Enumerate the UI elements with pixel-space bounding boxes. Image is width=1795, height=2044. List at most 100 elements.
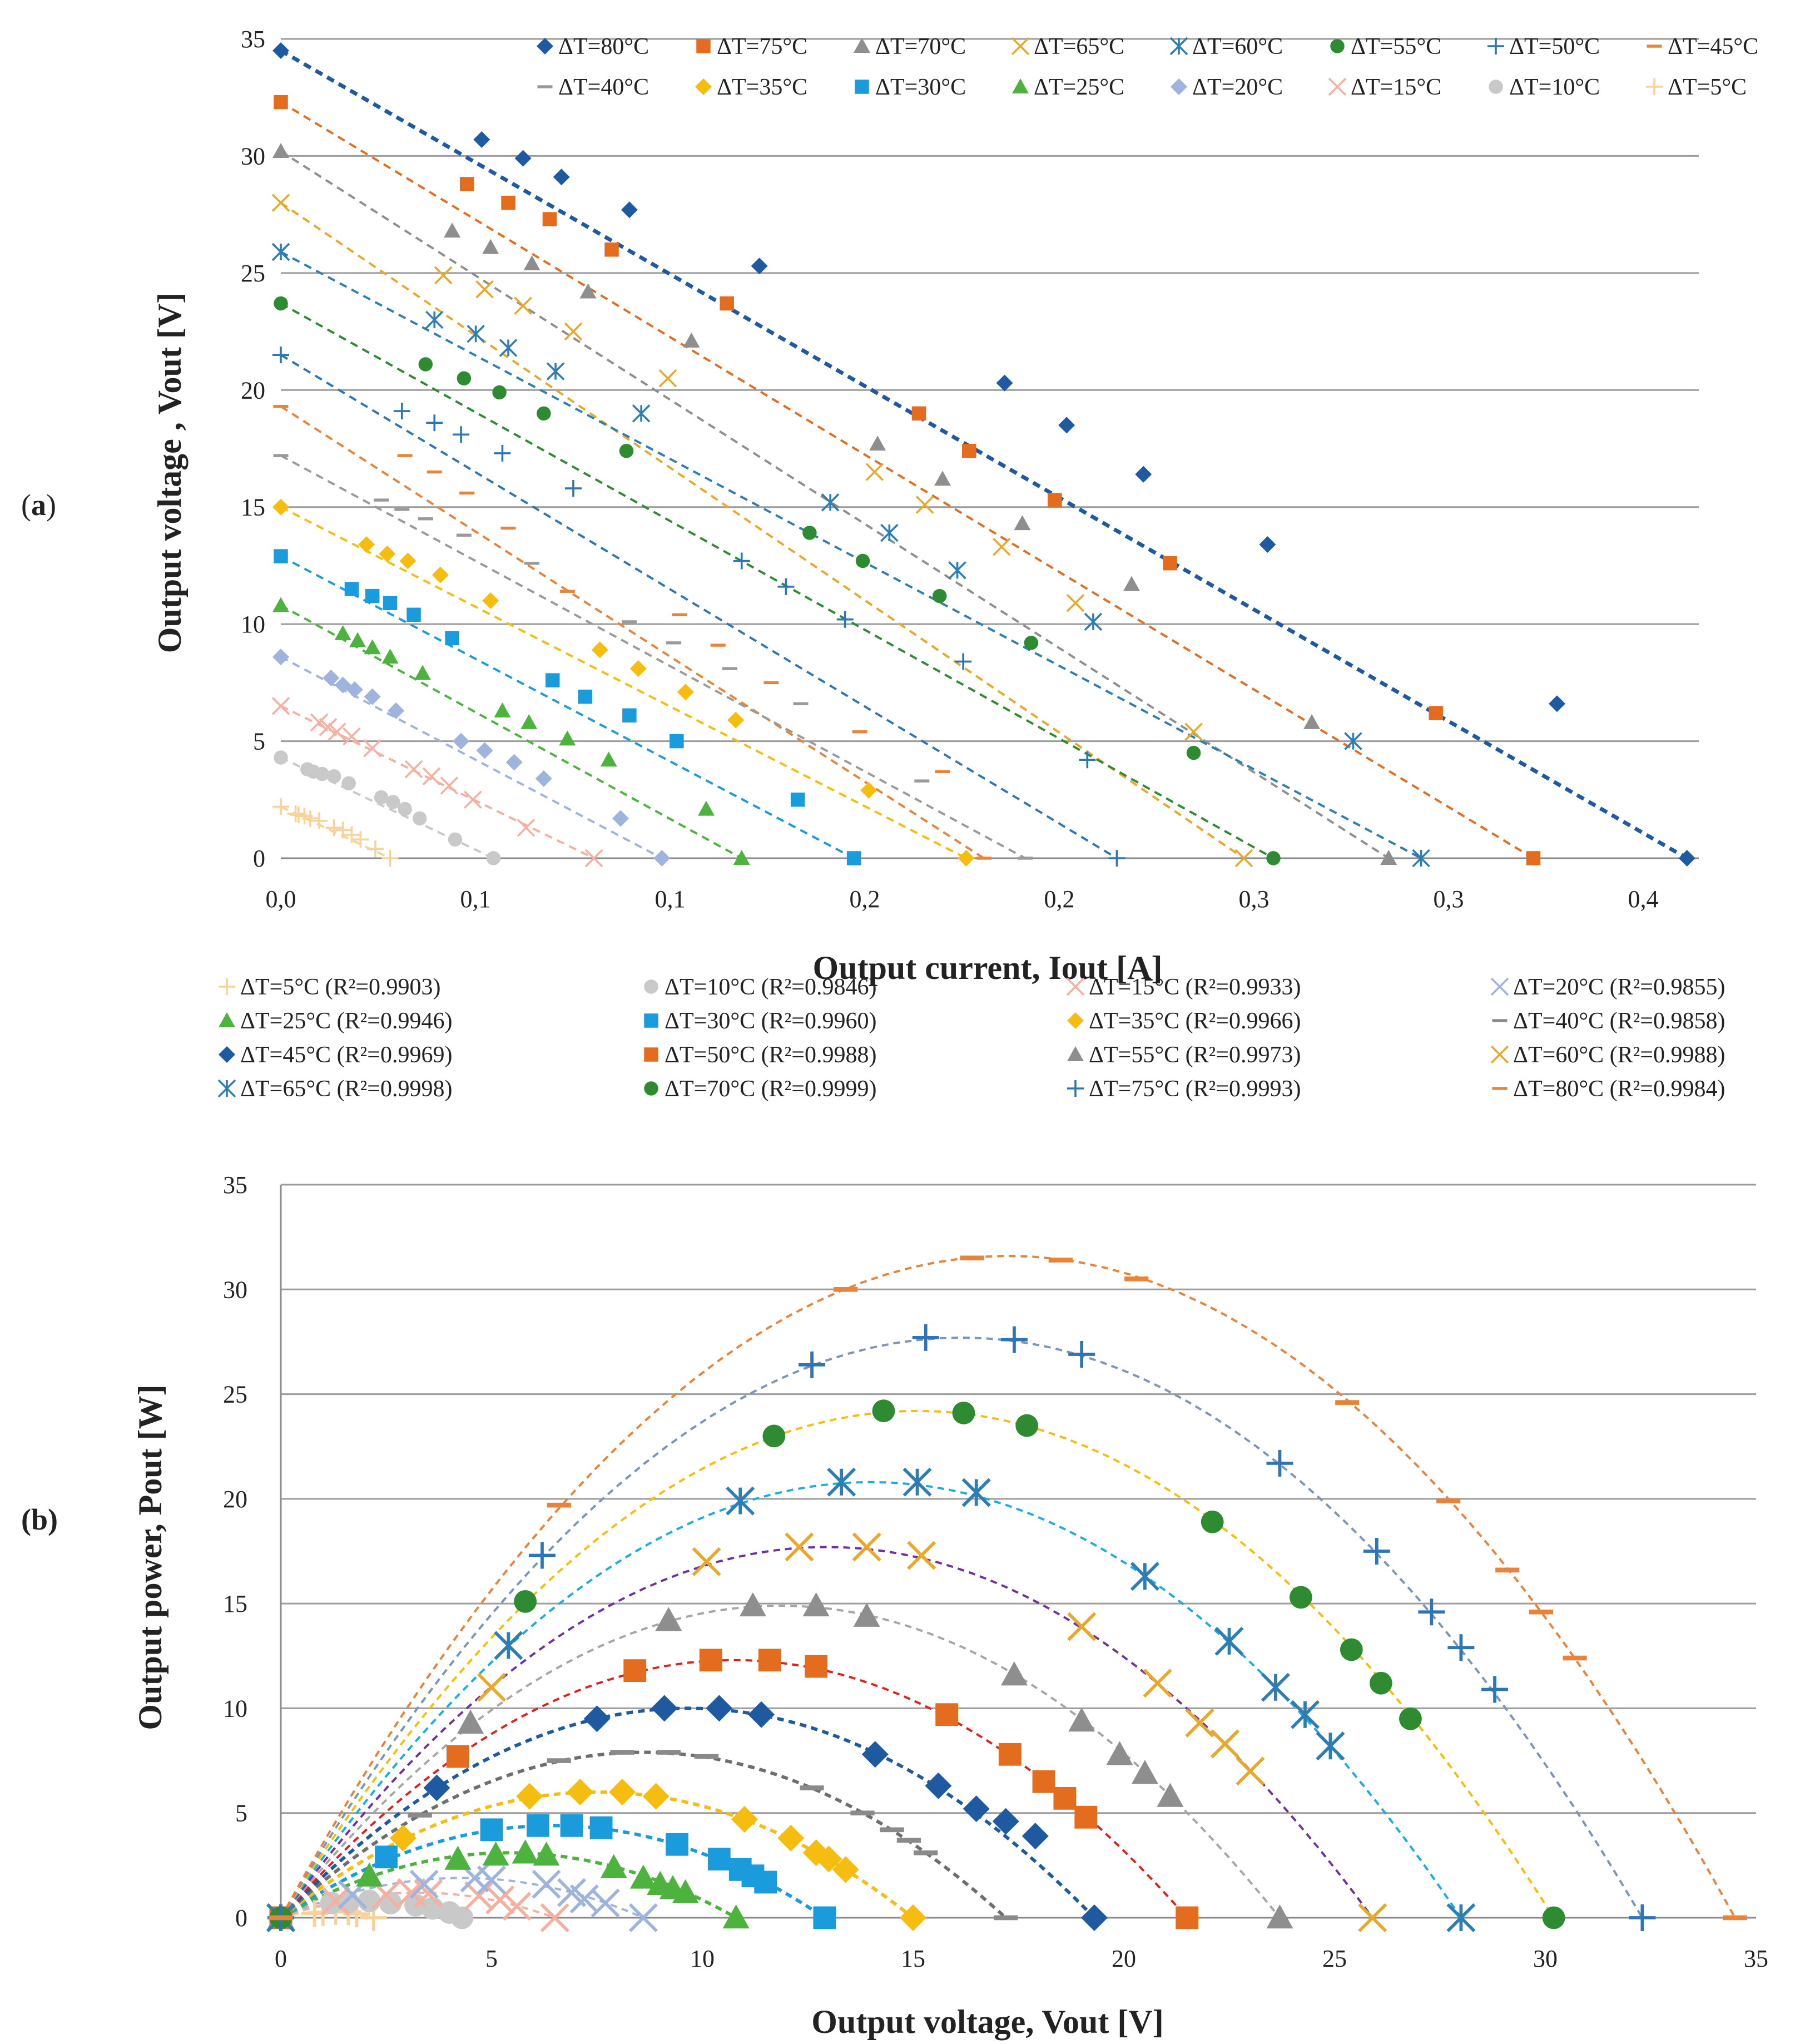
chart-b-legend-marker: [1490, 1045, 1509, 1064]
chart-b-point-dt-45c-r-0-9969: [1022, 1823, 1049, 1850]
chart-a-point-dt-80c: [1259, 536, 1276, 553]
chart-b-point-dt-55c-r-0-9973: [1157, 1783, 1184, 1807]
chart-b-point-dt-70c-r-0-9999: [1542, 1906, 1565, 1929]
chart-b-point-dt-50c-r-0-9988: [1074, 1805, 1098, 1829]
chart-b-point-dt-80c-r-0-9984: [1048, 1258, 1073, 1263]
chart-b-legend-label: ΔT=45°C (R²=0.9969): [240, 1042, 452, 1068]
chart-a-point-dt-10c: [486, 851, 501, 865]
chart-a-point-dt-55c: [1266, 851, 1281, 865]
chart-a-tick-labels: 0 5 10 15 20 25 30 35 0,0 0,1 0,1 0,2 0,2 0,3 0,3 0,4: [241, 26, 1659, 913]
chart-a-point-dt-15c: [363, 739, 381, 758]
chart-b-legend-label: ΔT=25°C (R²=0.9946): [240, 1008, 452, 1034]
chart-b-legend-item: ΔT=55°C (R²=0.9973): [1067, 1042, 1301, 1068]
chart-b-y-axis-title: Output power, Pout [W]: [132, 1384, 168, 1730]
chart-a-point-dt-15c: [310, 713, 329, 732]
chart-a-point-dt-80c: [996, 374, 1013, 392]
chart-a-point-dt-50c: [1079, 751, 1096, 769]
chart-a-x-axis-title: Output current, Iout [A]: [813, 949, 1163, 986]
chart-a-legend-item: ΔT=40°C: [537, 75, 649, 100]
chart-a-y-tick-label: 10: [241, 611, 265, 638]
chart-a-legend-item: ΔT=35°C: [695, 75, 807, 100]
chart-a-legend-label: ΔT=40°C: [558, 75, 649, 100]
chart-b-point-dt-40c-r-0-9858: [610, 1750, 634, 1755]
chart-a-point-dt-65c: [475, 280, 494, 299]
chart-b-legend-item: ΔT=75°C (R²=0.9993): [1067, 1076, 1301, 1102]
chart-a-point-dt-30c: [344, 582, 359, 596]
chart-b-point-dt-65c-r-0-9998: [827, 1467, 856, 1497]
chart-b-legend-item: ΔT=15°C (R²=0.9933): [1066, 974, 1301, 1000]
chart-b-legend-label: ΔT=10°C (R²=0.9846): [665, 974, 876, 1000]
chart-b-point-dt-30c-r-0-9960: [560, 1814, 583, 1837]
chart-a-point-dt-65c: [865, 463, 884, 481]
chart-a-point-dt-30c: [790, 793, 805, 807]
chart-a-trendline-dt-40c: [280, 454, 1026, 859]
chart-b-point-dt-65c-r-0-9998: [1130, 1562, 1159, 1591]
chart-a-point-dt-50c: [453, 426, 470, 443]
chart-a-point-dt-5c: [302, 810, 319, 827]
chart-a-legend-marker: [1646, 78, 1663, 95]
chart-b-point-dt-60c-r-0-9988: [1067, 1612, 1097, 1641]
chart-b-point-dt-15c-r-0-9933: [321, 1886, 350, 1916]
chart-a-point-dt-45c: [500, 526, 516, 530]
chart-b-legend-label: ΔT=35°C (R²=0.9966): [1089, 1008, 1301, 1034]
chart-a-legend-marker: [1012, 78, 1029, 93]
chart-a-point-dt-35c: [272, 498, 289, 516]
chart-a-point-dt-20c: [323, 669, 340, 686]
chart-b-legend-label: ΔT=65°C (R²=0.9998): [240, 1076, 452, 1102]
chart-b-point-dt-40c-r-0-9858: [850, 1810, 875, 1816]
chart-a-point-dt-65c: [1234, 849, 1253, 868]
chart-b-legend-label: ΔT=60°C (R²=0.9988): [1513, 1042, 1725, 1068]
chart-a-point-dt-10c: [398, 801, 412, 816]
chart-a-point-dt-55c: [802, 526, 817, 540]
chart-a-point-dt-45c: [976, 857, 991, 860]
chart-a-point-dt-25c: [381, 649, 399, 664]
chart-b-legend-item: ΔT=40°C (R²=0.9858): [1492, 1008, 1725, 1034]
chart-b-legend-marker: [1067, 1046, 1084, 1061]
chart-a-legend-label: ΔT=55°C: [1351, 34, 1441, 60]
chart-a-point-dt-60c: [499, 339, 518, 357]
chart-b-point-dt-60c-r-0-9988: [907, 1541, 936, 1570]
chart-b-axes: [280, 1185, 1756, 1919]
chart-b-point-dt-55c-r-0-9973: [655, 1607, 682, 1631]
chart-b-point-dt-70c-r-0-9999: [1369, 1671, 1392, 1695]
chart-b-y-tick-label: 5: [235, 1800, 247, 1827]
chart-b-legend-label: ΔT=5°C (R²=0.9903): [240, 974, 440, 1000]
chart-b-x-tick-label: 5: [485, 1945, 498, 1972]
panel-label-a-letter: a: [31, 488, 46, 522]
chart-a-y-tick-label: 35: [241, 26, 265, 53]
chart-a-point-dt-70c: [683, 332, 700, 348]
chart-a-point-dt-35c: [860, 781, 877, 799]
chart-a-point-dt-75c: [542, 212, 557, 226]
chart-b-trendline-dt-55c-r-0-9973: [280, 1604, 1281, 1919]
chart-a-point-dt-45c: [559, 590, 575, 593]
chart-b-point-dt-60c-r-0-9988: [1358, 1903, 1387, 1933]
chart-b-trendline-dt-25c-r-0-9946: [280, 1851, 737, 1919]
chart-b-points: [266, 1255, 1747, 1933]
chart-a-point-dt-35c: [591, 641, 608, 659]
chart-b-point-dt-60c-r-0-9988: [1143, 1669, 1172, 1698]
chart-a-y-tick-label: 25: [241, 260, 265, 287]
chart-a-point-dt-25c: [520, 714, 538, 729]
chart-b-point-dt-80c-r-0-9984: [1124, 1276, 1149, 1281]
chart-b-point-dt-50c-r-0-9988: [935, 1703, 959, 1726]
chart-a-point-dt-50c: [426, 414, 443, 432]
chart-b-point-dt-55c-r-0-9973: [1266, 1904, 1293, 1929]
chart-b-point-dt-45c-r-0-9969: [1080, 1904, 1108, 1931]
chart-a-point-dt-65c: [271, 194, 290, 212]
chart-b-point-dt-30c-r-0-9960: [526, 1814, 549, 1837]
chart-b-point-dt-45c-r-0-9969: [651, 1695, 678, 1722]
chart-b-legend-marker: [644, 1047, 658, 1062]
chart-b-point-dt-60c-r-0-9988: [1210, 1729, 1239, 1759]
chart-b-point-dt-10c-r-0-9846: [450, 1906, 474, 1929]
chart-a-x-tick-label: 0,4: [1628, 885, 1659, 913]
chart-b-legend-marker: [644, 1013, 658, 1028]
chart-b-legend-label: ΔT=20°C (R²=0.9855): [1513, 974, 1725, 1000]
chart-a-point-dt-10c: [386, 795, 400, 809]
chart-a-point-dt-60c: [632, 404, 651, 423]
chart-b-point-dt-80c-r-0-9984: [1529, 1609, 1554, 1615]
chart-a-point-dt-45c: [672, 613, 687, 617]
chart-a-legend-item: ΔT=30°C: [855, 75, 966, 100]
chart-b-point-dt-40c-r-0-9858: [994, 1915, 1018, 1921]
chart-a-x-tick-label: 0,3: [1434, 885, 1464, 913]
